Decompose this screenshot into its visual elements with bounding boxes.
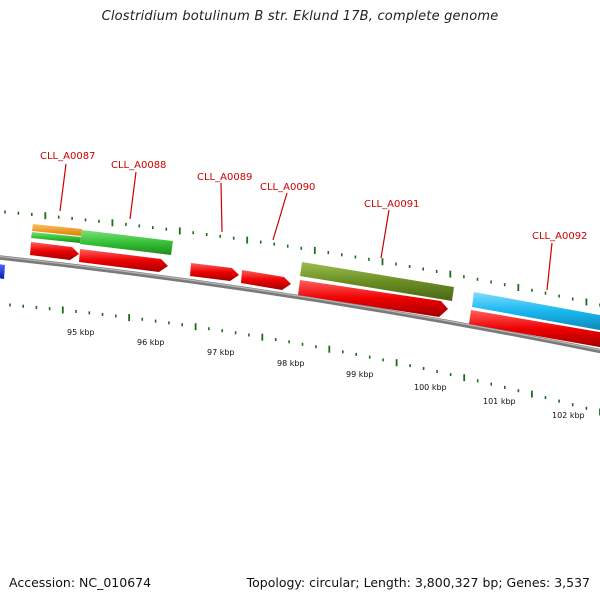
accession-text: Accession: NC_010674 <box>9 575 152 590</box>
leader-a0091 <box>380 209 390 259</box>
feature-olive-a0091 <box>300 262 454 301</box>
gene-label-a0090: CLL_A0090 <box>260 182 315 193</box>
cds-arrow-a0090 <box>241 270 291 290</box>
feature-green-a0088 <box>80 230 173 255</box>
gene-label-a0091: CLL_A0091 <box>364 199 419 210</box>
cds-arrow-a0089 <box>190 263 239 281</box>
scale-label-98: 98 kbp <box>277 359 305 368</box>
cds-arrow-a0088 <box>79 249 168 272</box>
tick-track-lower <box>9 303 600 416</box>
genome-backbone <box>0 255 600 354</box>
scale-label-102: 102 kbp <box>552 411 585 420</box>
scale-label-97: 97 kbp <box>207 348 235 357</box>
leader-a0087 <box>59 163 67 212</box>
gene-label-a0092: CLL_A0092 <box>532 231 587 242</box>
cds-arrow-a0092 <box>469 310 600 348</box>
leader-a0092 <box>546 242 553 291</box>
genome-summary-text: Topology: circular; Length: 3,800,327 bp… <box>246 575 590 590</box>
gene-label-a0087: CLL_A0087 <box>40 151 95 162</box>
gene-label-a0088: CLL_A0088 <box>111 160 166 171</box>
scale-label-100: 100 kbp <box>414 383 447 392</box>
genome-backbone-highlight <box>0 255 600 351</box>
feature-orange-a0087 <box>32 224 82 236</box>
scale-label-95: 95 kbp <box>67 328 95 337</box>
scale-label-96: 96 kbp <box>137 338 165 347</box>
scale-label-99: 99 kbp <box>346 370 374 379</box>
map-title: Clostridium botulinum B str. Eklund 17B,… <box>101 9 499 24</box>
gene-label-a0089: CLL_A0089 <box>197 172 252 183</box>
scale-label-101: 101 kbp <box>483 397 516 406</box>
cds-arrow-a0087 <box>30 242 79 260</box>
leader-a0088 <box>129 171 137 220</box>
leader-a0089 <box>220 182 223 233</box>
feature-cyan-a0092 <box>472 292 600 331</box>
feature-green-a0087 <box>31 232 81 243</box>
leader-a0090 <box>272 192 288 241</box>
tick-track-upper <box>4 210 600 307</box>
cds-arrow-a0091 <box>298 280 448 317</box>
feature-blue-partial <box>0 264 5 279</box>
